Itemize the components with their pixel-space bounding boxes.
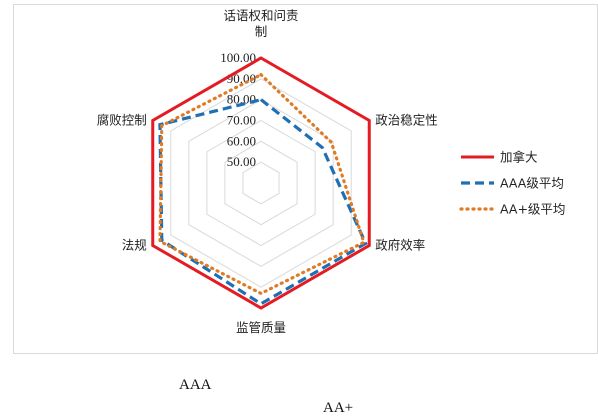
axis-label: 制 [255,24,268,39]
legend-label-3: AA+级平均 [500,202,565,217]
axis-label: 监管质量 [236,320,286,335]
tick-label: 50.00 [227,154,256,169]
axis-label: 话语权和问责 [223,8,298,23]
radar-chart: 50.0060.0070.0080.0090.00100.00话语权和问责制政治… [97,8,566,335]
series-line-2 [158,97,368,306]
axis-label: 法规 [122,238,147,253]
axis-label: 腐败控制 [97,113,147,128]
series-line-3 [158,72,366,296]
tick-label: 100.00 [220,50,256,65]
chart-frame [13,4,598,354]
legend-label-1: 加拿大 [500,150,538,165]
tick-label: 60.00 [227,133,256,148]
grid-ring-90 [170,78,352,288]
grid-ring-50 [242,161,280,205]
grid-ring-60 [224,140,298,226]
tick-label: 80.00 [227,92,256,107]
footnote-aa-plus: AA+ [323,400,354,416]
tick-label: 70.00 [227,113,256,128]
axis-label: 政治稳定性 [375,113,438,128]
grid-ring-70 [206,119,316,247]
axis-label: 政府效率 [375,238,425,253]
legend-label-2: AAA级平均 [500,176,564,191]
grid-ring-80 [188,99,334,267]
series-line-1 [151,56,371,310]
footnote-aaa: AAA [179,377,212,393]
